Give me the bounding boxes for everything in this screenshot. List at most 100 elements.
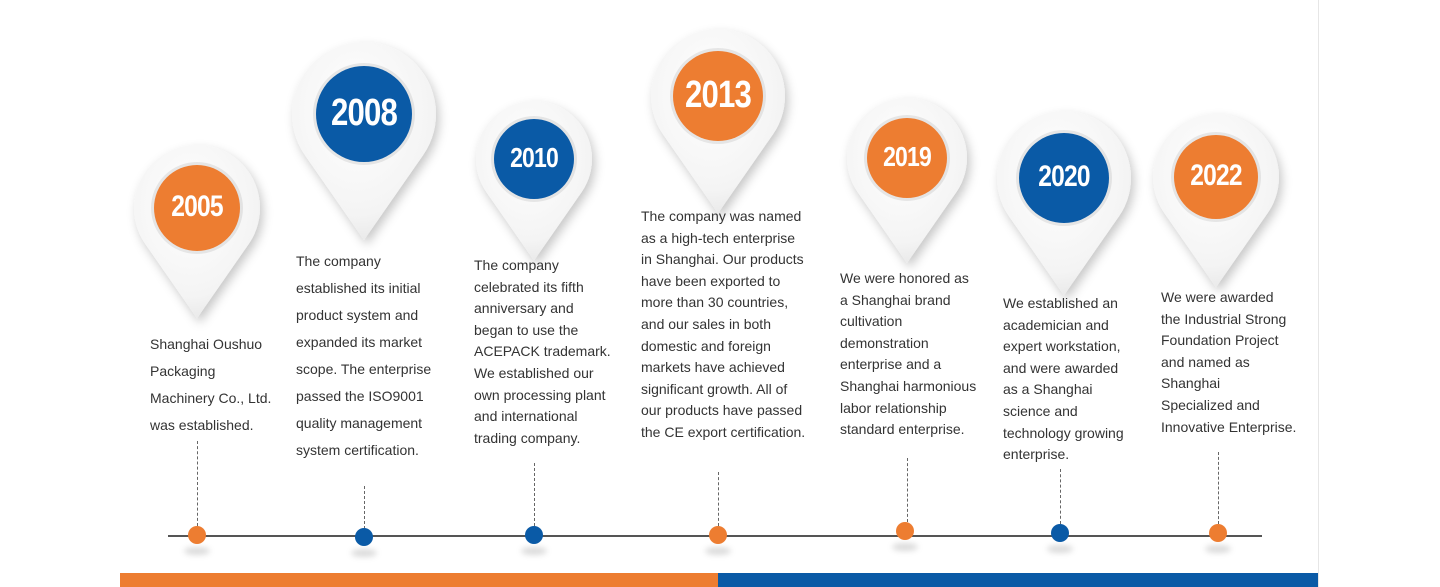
description-line: significant growth. All of (641, 380, 788, 397)
description-line: Foundation Project (1161, 332, 1279, 349)
leader-line (1060, 469, 1061, 524)
map-pin-icon (1153, 114, 1279, 288)
description-line: We were honored as (840, 270, 969, 286)
description-line: and international (474, 408, 578, 425)
milestone-description-2019: We were honored as a Shanghai brand cultiv… (840, 268, 976, 441)
year-pin-2020: 2020 (981, 95, 1147, 311)
description-line: standard enterprise. (840, 421, 965, 438)
timeline-dot-2008 (355, 528, 373, 546)
milestone-description-2010: The company celebrated its fifth anniversa… (474, 255, 611, 449)
description-line: celebrated its fifth (474, 278, 584, 295)
pin-badge (316, 66, 412, 162)
description-line: established its initial (296, 280, 421, 296)
year-pin-2010: 2010 (460, 85, 608, 277)
description-line: markets have achieved (641, 359, 785, 376)
description-line: We established our (474, 364, 594, 381)
description-line: have been exported to (641, 272, 781, 289)
leader-line (534, 463, 535, 526)
description-line: We established an (1003, 295, 1118, 311)
description-line: We were awarded (1161, 289, 1274, 305)
description-line: demonstration (840, 334, 929, 351)
map-pin-icon (847, 97, 967, 263)
description-line: as a Shanghai (1003, 381, 1093, 398)
dot-shadow (1205, 545, 1231, 553)
timeline-dot-2022 (1209, 524, 1227, 542)
map-pin-icon (292, 42, 436, 241)
milestone-description-2013: The company was named as a high-tech ente… (641, 206, 805, 444)
description-line: The company (474, 257, 559, 273)
pin-badge (494, 119, 574, 199)
year-pin-2008: 2008 (276, 26, 452, 256)
milestone-description-2008: The company established its initial produc… (296, 248, 431, 464)
description-line: The company was named (641, 208, 802, 224)
dot-shadow (1047, 545, 1073, 553)
map-pin-icon (997, 111, 1131, 296)
year-pin-2022: 2022 (1137, 98, 1295, 303)
description-line: as a high-tech enterprise (641, 229, 796, 246)
year-label: 2020 (1038, 160, 1090, 193)
bottom-band-orange (120, 573, 718, 587)
description-line: ACEPACK trademark. (474, 343, 611, 360)
description-line: began to use the (474, 321, 579, 338)
description-line: Shanghai harmonious (840, 377, 977, 394)
description-line: and our sales in both (641, 315, 771, 332)
year-label: 2022 (1190, 159, 1242, 192)
year-pin-2019: 2019 (831, 82, 983, 279)
description-line: trading company. (474, 429, 581, 446)
description-line: and were awarded (1003, 359, 1119, 376)
description-line: scope. The enterprise (296, 361, 432, 377)
year-label: 2013 (684, 74, 752, 116)
pin-badge (154, 165, 240, 251)
timeline-dot-2019 (896, 522, 914, 540)
year-pin-2013: 2013 (635, 13, 801, 229)
year-label: 2010 (510, 142, 559, 173)
description-line: system certification. (296, 442, 419, 458)
dot-shadow (351, 549, 377, 557)
timeline-dot-2020 (1051, 524, 1069, 542)
description-line: in Shanghai. Our products (641, 251, 804, 268)
description-line: and named as (1161, 353, 1250, 370)
year-label: 2008 (330, 92, 398, 134)
timeline-dot-2010 (525, 526, 543, 544)
description-line: The company (296, 253, 381, 269)
milestone-description-2022: We were awarded the Industrial Strong Foun… (1161, 287, 1296, 438)
bottom-band-blue (718, 573, 1318, 587)
pin-badge (867, 118, 947, 198)
description-line: was established. (150, 417, 254, 433)
timeline-dot-2013 (709, 526, 727, 544)
dot-shadow (184, 547, 210, 555)
dot-shadow (705, 547, 731, 555)
description-line: Packaging (150, 363, 216, 379)
description-line: Machinery Co., Ltd. (150, 390, 272, 406)
timeline-dot-2005 (188, 526, 206, 544)
description-line: academician and (1003, 316, 1109, 333)
description-line: anniversary and (474, 300, 574, 317)
description-line: Shanghai Oushuo (150, 336, 263, 352)
description-line: a Shanghai brand (840, 291, 951, 308)
description-line: the Industrial Strong (1161, 310, 1287, 327)
description-line: our products have passed (641, 402, 803, 419)
description-line: Specialized and (1161, 396, 1260, 413)
right-divider (1318, 0, 1319, 587)
pin-badge (1019, 133, 1109, 223)
leader-line (718, 472, 719, 526)
description-line: Innovative Enterprise. (1161, 418, 1297, 435)
milestone-description-2020: We established an academician and expert w… (1003, 293, 1124, 466)
map-pin-icon (476, 100, 592, 261)
leader-line (1218, 452, 1219, 524)
description-line: enterprise. (1003, 446, 1070, 463)
year-label: 2019 (883, 141, 932, 172)
milestone-description-2005: Shanghai Oushuo Packaging Machinery Co., L… (150, 331, 271, 439)
map-pin-icon (651, 29, 785, 214)
description-line: expanded its market (296, 334, 423, 350)
dot-shadow (521, 547, 547, 555)
pin-badge (1174, 135, 1258, 219)
pin-badge (673, 51, 763, 141)
map-pin-icon (134, 145, 260, 319)
year-label: 2005 (171, 190, 223, 223)
description-line: cultivation (840, 313, 903, 330)
leader-line (364, 486, 365, 529)
description-line: technology growing (1003, 424, 1124, 441)
description-line: more than 30 countries, (641, 294, 789, 311)
